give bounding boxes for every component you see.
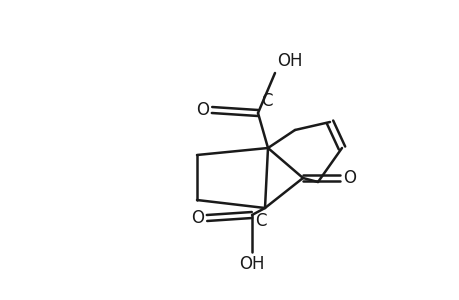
Text: O: O [196,101,208,119]
Text: OH: OH [239,255,264,273]
Text: OH: OH [276,52,302,70]
Text: O: O [342,169,355,187]
Text: C: C [254,212,266,230]
Text: C: C [260,92,272,110]
Text: O: O [190,209,203,227]
